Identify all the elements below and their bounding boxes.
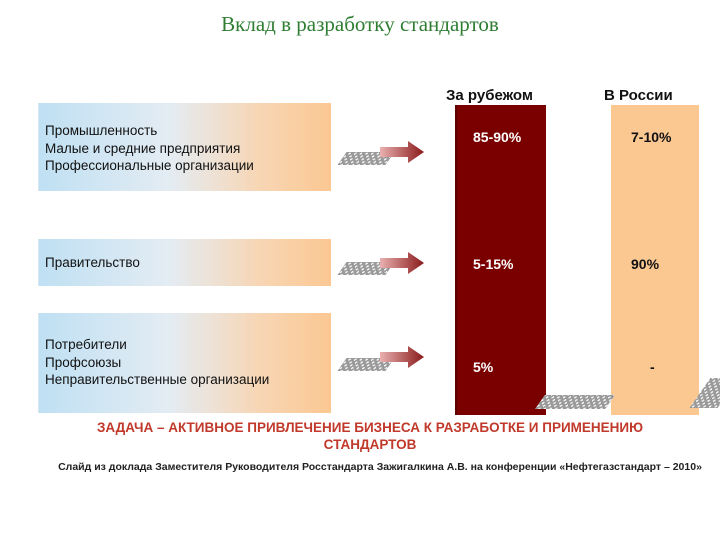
russia-value: 7-10% [631, 129, 672, 145]
stakeholder-line: Правительство [45, 255, 140, 270]
stakeholder-box-industry: Промышленность Малые и средние предприят… [38, 103, 331, 191]
source-note: Слайд из доклада Заместителя Руководител… [58, 461, 702, 473]
column-header-abroad: За рубежом [446, 87, 533, 104]
task-line: ЗАДАЧА – АКТИВНОЕ ПРИВЛЕЧЕНИЕ БИЗНЕСА К … [96, 420, 644, 435]
abroad-column-bar [455, 105, 546, 415]
russia-value: - [650, 359, 655, 375]
stakeholder-line: Неправительственные организации [45, 372, 270, 387]
abroad-value: 5% [473, 359, 494, 375]
stakeholder-line: Промышленность [45, 123, 158, 138]
slide-title: Вклад в разработку стандартов [221, 12, 499, 36]
abroad-value: 5-15% [473, 256, 514, 272]
right-arrow-icon [380, 346, 424, 368]
russia-value: 90% [631, 256, 660, 272]
stakeholder-box-government: Правительство [38, 239, 331, 286]
task-line: СТАНДАРТОВ [323, 437, 417, 452]
column-header-russia: В России [604, 87, 673, 104]
russia-column-bar [611, 105, 699, 415]
task-statement: ЗАДАЧА – АКТИВНОЕ ПРИВЛЕЧЕНИЕ БИЗНЕСА К … [40, 419, 700, 453]
decorative-hatch [535, 395, 615, 409]
right-arrow-icon [380, 141, 424, 163]
stakeholder-line: Малые и средние предприятия [45, 140, 241, 156]
stakeholder-line: Профсоюзы [45, 354, 122, 370]
stakeholder-line: Профессиональные организации [45, 158, 254, 173]
stakeholder-box-consumers: Потребители Профсоюзы Неправительственны… [38, 313, 331, 413]
abroad-value: 85-90% [473, 129, 522, 145]
right-arrow-icon [380, 252, 424, 274]
stakeholder-line: Потребители [45, 337, 127, 352]
